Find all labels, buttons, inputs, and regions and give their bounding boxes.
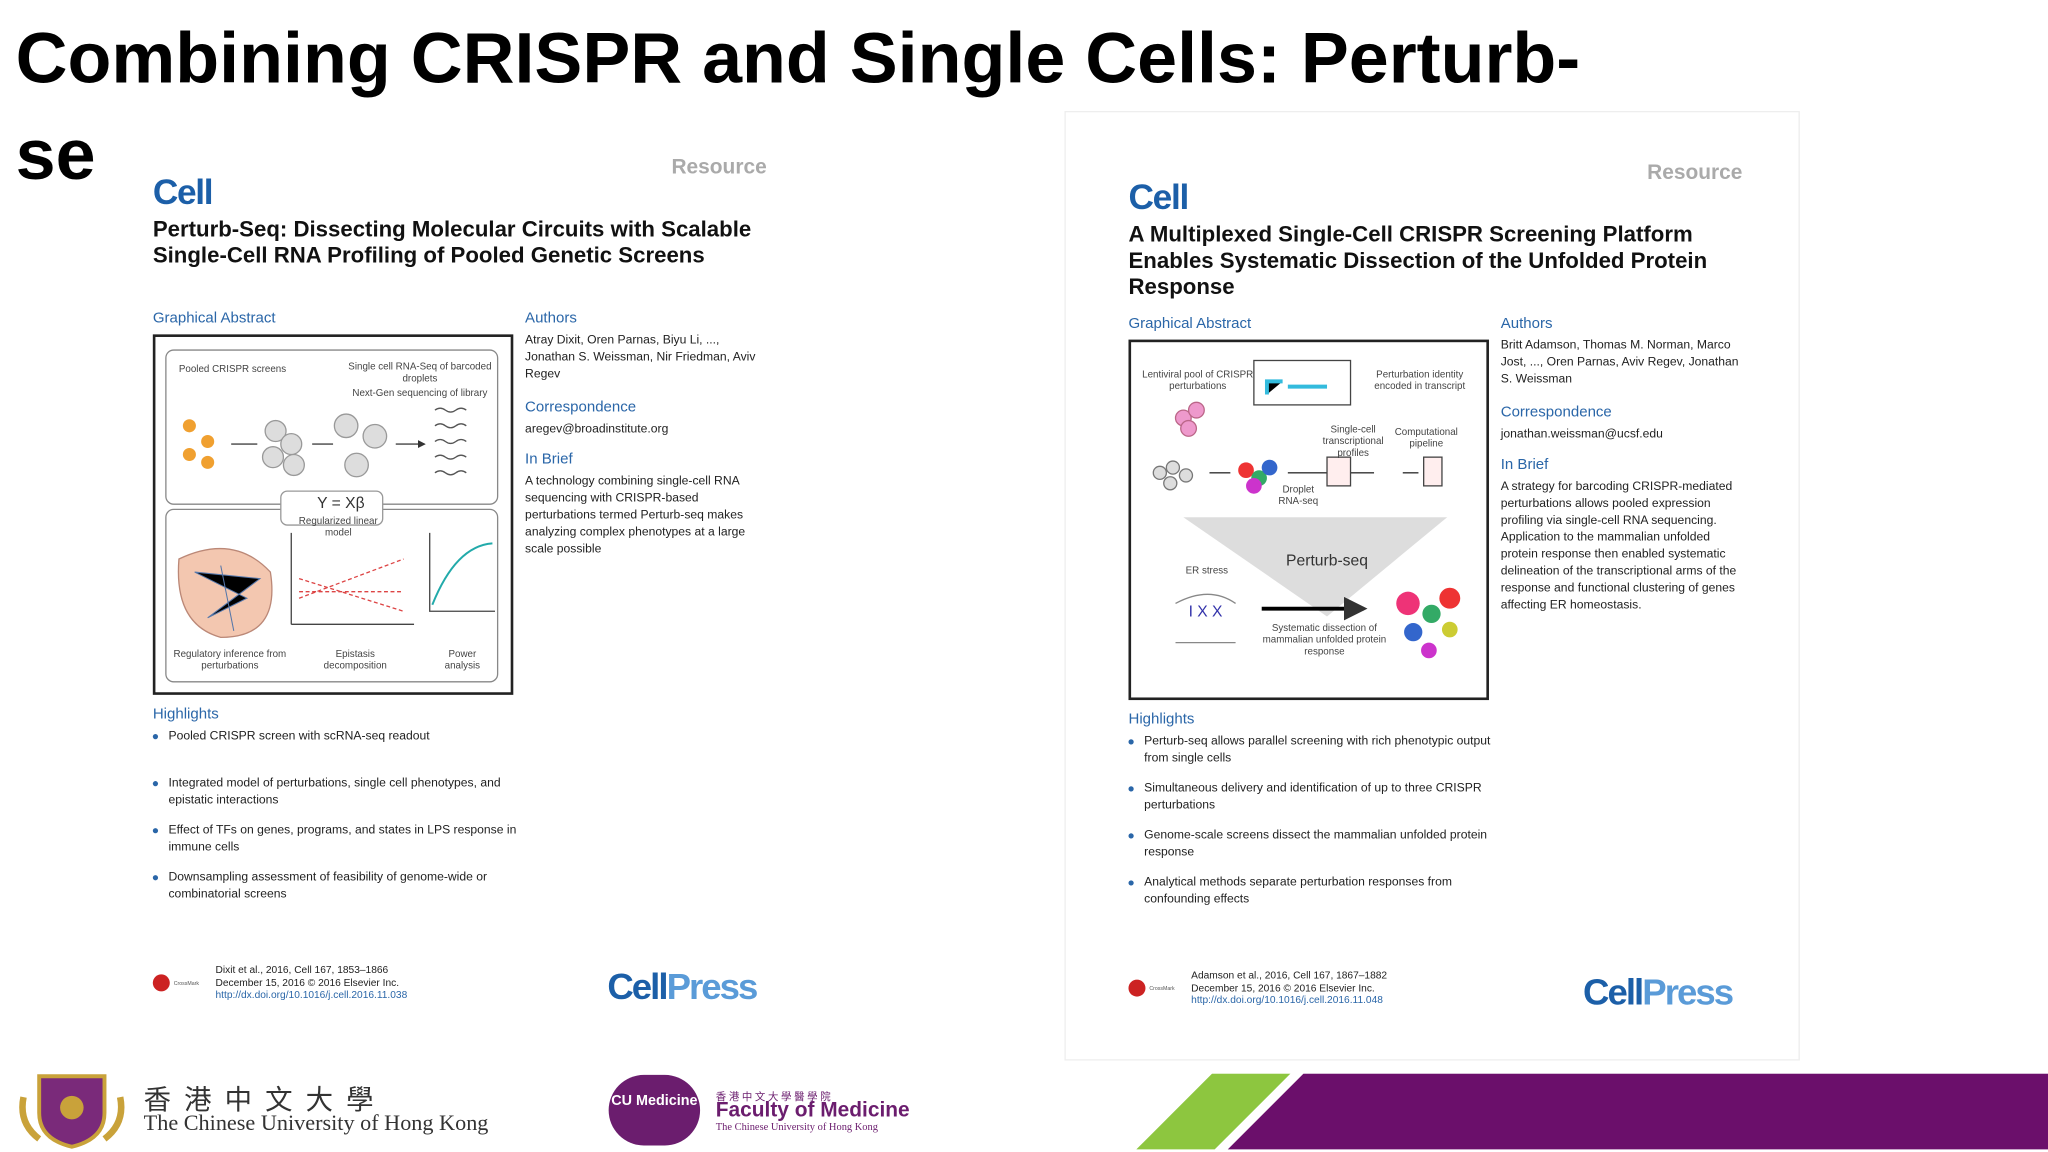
section-heading: In Brief [525, 451, 573, 468]
abstract-label: ER stress [1185, 564, 1229, 576]
crossmark: CrossMark [152, 974, 199, 992]
publisher-part: Cell [607, 966, 668, 1008]
crossmark-icon [152, 974, 170, 992]
abstract-label: Computational pipeline [1394, 425, 1458, 450]
abstract-label: Droplet RNA-seq [1278, 483, 1319, 507]
slide-title: Combining CRISPR and Single Cells: Pertu… [15, 16, 1581, 98]
authors: Britt Adamson, Thomas M. Norman, Marco J… [1500, 338, 1739, 386]
section-heading: Graphical Abstract [152, 310, 276, 327]
abstract-label: Pooled CRISPR screens [178, 363, 287, 375]
in-brief: A strategy for barcoding CRISPR-mediated… [1500, 479, 1737, 612]
bullet [1128, 880, 1134, 886]
abstract-label: Single cell RNA-Seq of barcoded droplets [348, 360, 492, 384]
abstract-label: Regularized linear model [298, 514, 378, 539]
svg-text:I X X: I X X [1189, 603, 1223, 620]
section-heading: Highlights [1128, 711, 1195, 728]
crossmark-icon [1128, 979, 1146, 997]
footer-band [1136, 1073, 2048, 1150]
authors: Atray Dixit, Oren Parnas, Biyu Li, ..., … [525, 333, 756, 381]
abstract-figure: I X X [1152, 359, 1461, 659]
paper-card: Resource Cell Perturb-Seq: Dissecting Mole… [152, 156, 767, 1019]
section-heading: Graphical Abstract [1128, 316, 1252, 332]
bullet [152, 734, 159, 740]
bullet [1128, 786, 1134, 792]
citation: Adamson et al., 2016, Cell 167, 1867–188… [1191, 969, 1388, 981]
highlight: Effect of TFs on genes, programs, and st… [168, 822, 517, 853]
journal-logo: Cell [152, 172, 214, 212]
highlight: Pooled CRISPR screen with scRNA-seq read… [168, 728, 430, 742]
section-heading: Authors [1500, 316, 1553, 332]
publisher-part: Press [1642, 971, 1734, 1013]
section-heading: In Brief [1500, 457, 1549, 473]
correspondence: jonathan.weissman@ucsf.edu [1500, 427, 1663, 441]
article-type: Resource [1647, 161, 1743, 185]
paper-card: Resource Cell A Multiplexed Single-Cell CR… [1128, 162, 1742, 1024]
abstract-label: Power analysis [444, 647, 481, 672]
slide-title: se [15, 113, 96, 195]
highlight: Downsampling assessment of feasibility o… [168, 869, 488, 900]
abstract-label: Regulatory inference from perturbations [173, 647, 287, 672]
paper-title: Perturb-Seq: Dissecting Molecular Circui… [152, 216, 752, 268]
in-brief: A technology combining single-cell RNA s… [525, 474, 746, 556]
university-name: The Chinese University of Hong Kong [143, 1110, 489, 1136]
faculty-chinese: 香港中文大學醫學院 [715, 1090, 834, 1103]
bullet [152, 781, 159, 787]
publisher-logo: CellPress [607, 966, 759, 1009]
bullet [152, 875, 159, 881]
highlight: Perturb-seq allows parallel screening wi… [1144, 734, 1491, 765]
section-heading: Highlights [152, 706, 219, 723]
bullet [152, 828, 159, 834]
section-heading: Authors [525, 310, 577, 327]
abstract-label: Perturbation identity encoded in transcr… [1374, 368, 1466, 392]
section-heading: Correspondence [525, 399, 637, 416]
abstract-label: Epistasis decomposition [323, 647, 387, 672]
abstract-label: Y = Xβ [317, 493, 365, 512]
abstract-label: Next-Gen sequencing of library [352, 386, 488, 399]
article-type: Resource [671, 156, 767, 179]
bullet [1128, 833, 1134, 839]
abstract-label: Systematic dissection of mammalian unfol… [1262, 621, 1387, 657]
crossmark-text: CrossMark [173, 979, 199, 987]
citation: http://dx.doi.org/10.1016/j.cell.2016.11… [215, 988, 408, 1001]
crossmark: CrossMark [1128, 979, 1175, 998]
publisher-logo: CellPress [1583, 971, 1734, 1014]
correspondence: aregev@broadinstitute.org [525, 421, 669, 435]
paper-title: A Multiplexed Single-Cell CRISPR Screeni… [1128, 222, 1708, 300]
citation: December 15, 2016 © 2016 Elsevier Inc. [215, 976, 400, 989]
card-border [1064, 111, 1800, 1061]
citation: Dixit et al., 2016, Cell 167, 1853–1866 [215, 963, 389, 976]
citation: http://dx.doi.org/10.1016/j.cell.2016.11… [1191, 993, 1383, 1006]
university-crest [19, 1074, 125, 1149]
graphical-abstract: I X X Lentiviral pool of CRISPR perturba… [1128, 339, 1489, 701]
faculty-name: Faculty of Medicine [715, 1099, 910, 1122]
crossmark-text: CrossMark [1149, 984, 1175, 992]
abstract-label: Perturb-seq [1286, 551, 1368, 570]
journal-logo: Cell [1128, 177, 1189, 217]
bullet [1128, 739, 1134, 745]
graphical-abstract: Pooled CRISPR screens Single cell RNA-Seq… [152, 334, 514, 695]
citation: December 15, 2016 © 2016 Elsevier Inc. [1191, 981, 1375, 994]
publisher-part: Press [666, 966, 759, 1008]
abstract-label: Lentiviral pool of CRISPR perturbations [1142, 368, 1254, 392]
section-heading: Correspondence [1500, 404, 1612, 421]
highlight: Integrated model of perturbations, singl… [168, 775, 501, 806]
faculty-logo: CU Medicine [608, 1074, 701, 1146]
highlight: Simultaneous delivery and identification… [1144, 781, 1482, 812]
university-chinese: 香港中文大學 [143, 1084, 387, 1116]
highlight: Analytical methods separate perturbation… [1144, 875, 1452, 906]
abstract-label: Single-cell transcriptional profiles [1322, 423, 1384, 459]
abstract-figure [165, 349, 499, 683]
faculty-sub: The Chinese University of Hong Kong [715, 1120, 878, 1133]
highlight: Genome-scale screens dissect the mammali… [1144, 828, 1488, 859]
publisher-part: Cell [1583, 971, 1644, 1013]
